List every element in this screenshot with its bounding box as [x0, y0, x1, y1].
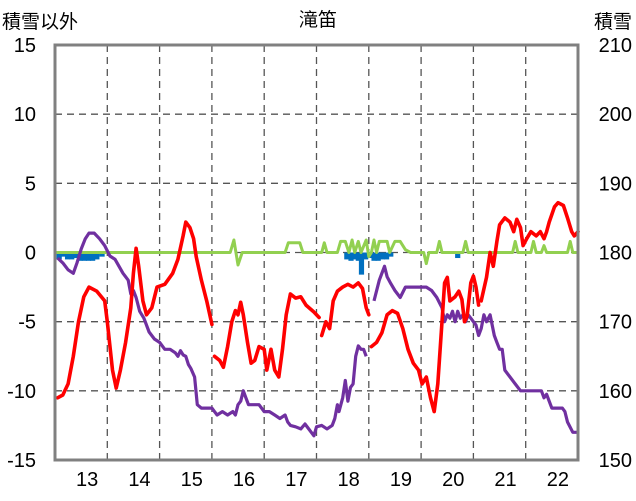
- snow-depth-line: [56, 231, 368, 438]
- x-tick-label: 19: [390, 469, 412, 491]
- precipitation-bar: [85, 252, 92, 261]
- left-tick-label: -15: [7, 450, 36, 472]
- left-axis-ticks: 15 10 5 0 -5 -10 -15: [7, 35, 36, 472]
- series-layer: [55, 200, 580, 438]
- precipitation-bar: [375, 252, 381, 261]
- plot-frame: [53, 43, 580, 462]
- precipitation-bar: [90, 252, 96, 261]
- left-axis-label: 積雪以外: [2, 11, 78, 33]
- precipitation-bar: [99, 252, 105, 257]
- temperature-line: [55, 220, 214, 400]
- right-tick-label: 210: [599, 35, 632, 57]
- x-tick-label: 21: [494, 469, 516, 491]
- precipitation-bar: [363, 252, 369, 260]
- precipitation-bar: [81, 252, 87, 261]
- wind-line: [55, 238, 578, 267]
- right-tick-label: 150: [599, 450, 632, 472]
- precipitation-bar: [60, 252, 66, 257]
- x-tick-label: 22: [547, 469, 569, 491]
- precipitation-bar: [455, 252, 461, 259]
- right-tick-label: 170: [599, 312, 632, 334]
- left-tick-label: 5: [25, 173, 36, 195]
- temperature-line: [319, 281, 371, 338]
- precipitation-bar: [358, 252, 365, 275]
- x-tick-label: 13: [76, 469, 98, 491]
- x-tick-label: 20: [442, 469, 464, 491]
- precipitation-bar: [352, 252, 358, 260]
- right-axis-ticks: 210 200 190 180 170 160 150: [599, 35, 632, 472]
- right-tick-label: 160: [599, 381, 632, 403]
- precipitation-bar: [94, 252, 100, 260]
- right-axis-label: 積雪: [594, 11, 632, 33]
- precipitation-bar: [383, 252, 390, 260]
- precipitation-bar: [344, 252, 350, 260]
- left-tick-label: 10: [14, 104, 36, 126]
- left-tick-label: -10: [7, 381, 36, 403]
- x-tick-label: 16: [233, 469, 255, 491]
- precipitation-bar: [348, 252, 354, 261]
- precipitation-bar: [69, 252, 75, 260]
- x-axis-ticks: 13 14 15 16 17 18 19 20 21 22: [76, 469, 569, 491]
- precipitation-bar: [73, 252, 79, 259]
- precipitation-bar: [64, 252, 71, 260]
- x-tick-label: 15: [181, 469, 203, 491]
- left-tick-label: -5: [18, 312, 36, 334]
- temperature-line: [369, 274, 481, 414]
- temperature-line: [212, 292, 321, 379]
- x-tick-label: 14: [128, 469, 150, 491]
- precipitation-bar: [388, 252, 394, 257]
- right-tick-label: 180: [599, 243, 632, 265]
- right-tick-label: 190: [599, 173, 632, 195]
- x-tick-label: 17: [285, 469, 307, 491]
- chart-title: 滝笛: [299, 9, 337, 31]
- x-tick-label: 18: [338, 469, 360, 491]
- precipitation-bar: [56, 252, 62, 260]
- left-tick-label: 15: [14, 35, 36, 57]
- snow-depth-line: [372, 264, 578, 434]
- precipitation-bar: [371, 252, 377, 261]
- temperature-line: [479, 200, 580, 303]
- precipitation-bar: [379, 252, 385, 260]
- right-tick-label: 200: [599, 104, 632, 126]
- precipitation-bar: [355, 252, 361, 261]
- left-tick-label: 0: [25, 243, 36, 265]
